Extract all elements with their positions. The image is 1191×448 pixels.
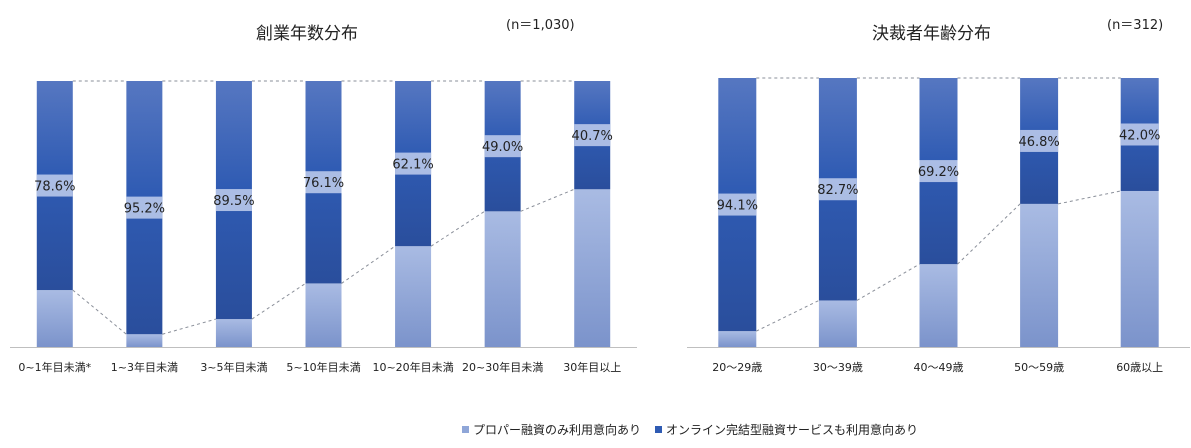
years-category-label-3: 5~10年目未満 — [286, 360, 360, 374]
years-data-label-0: 78.6% — [34, 180, 75, 195]
years-bar-proper-4 — [395, 246, 432, 347]
age-data-label-0: 94.1% — [717, 199, 758, 214]
decision-maker-age-chart: 94.1% 20～29歳 82.7% 30～39歳 69.2% 40～49歳 46.8% 50… — [687, 77, 1190, 374]
years-bar-proper-2 — [215, 319, 252, 347]
legend-item-proper: プロパー融資のみ利用意向あり — [462, 421, 641, 438]
years-category-label-4: 10~20年目未満 — [372, 360, 453, 374]
years-data-label-band-0 — [36, 174, 73, 197]
legend: プロパー融資のみ利用意向あり オンライン完結型融資サービスも利用意向あり — [462, 421, 918, 438]
years-split-connector-1 — [162, 318, 217, 335]
years-data-label-band-1 — [126, 196, 163, 219]
years-data-label-4: 62.1% — [392, 158, 433, 173]
years-category-label-6: 30年目以上 — [563, 360, 621, 374]
years-bar-proper-5 — [484, 211, 521, 347]
legend-label-proper: プロパー融資のみ利用意向あり — [473, 423, 642, 437]
legend-swatch-online — [655, 426, 663, 433]
years-data-label-1: 95.2% — [124, 202, 165, 217]
years-data-label-band-3 — [305, 171, 342, 194]
age-data-label-1: 82.7% — [817, 183, 858, 198]
age-category-label-2: 40～49歳 — [914, 361, 964, 374]
legend-item-online: オンライン完結型融資サービスも利用意向あり — [655, 421, 918, 438]
right-chart-n-count: (n＝312) — [1107, 18, 1164, 33]
right-chart-title: 決裁者年齢分布 — [872, 24, 991, 44]
age-data-label-2: 69.2% — [918, 165, 959, 180]
years-category-label-5: 20~30年目未満 — [462, 360, 543, 374]
years-split-connector-0 — [72, 289, 127, 335]
years-data-label-band-5 — [484, 135, 521, 158]
years-bar-proper-3 — [305, 283, 342, 347]
years-data-label-band-4 — [395, 152, 432, 175]
years-category-label-2: 3~5年目未満 — [200, 360, 267, 374]
years-data-label-band-2 — [215, 189, 252, 212]
age-bar-proper-2 — [919, 264, 958, 347]
age-split-connector-2 — [957, 203, 1021, 265]
years-category-label-1: 1~3年目未満 — [111, 360, 178, 374]
age-data-label-3: 46.8% — [1018, 135, 1059, 150]
years-data-label-6: 40.7% — [572, 129, 613, 144]
years-bar-proper-1 — [126, 334, 163, 347]
age-bar-proper-1 — [818, 300, 857, 347]
age-data-label-band-1 — [818, 178, 857, 201]
left-chart-n-count: (n＝1,030) — [506, 18, 575, 33]
age-category-label-0: 20～29歳 — [712, 361, 762, 374]
age-data-label-band-3 — [1020, 129, 1059, 152]
years-data-label-5: 49.0% — [482, 140, 523, 155]
years-data-label-2: 89.5% — [213, 194, 254, 209]
founding-years-chart: 78.6% 0~1年目未満* 95.2% 1~3年目未満 89.5% 3~5年目未満 76.… — [10, 80, 637, 374]
years-split-connector-4 — [430, 210, 485, 247]
age-category-label-4: 60歳以上 — [1116, 361, 1163, 374]
age-split-connector-3 — [1057, 190, 1121, 205]
years-split-connector-2 — [251, 283, 306, 320]
age-category-label-1: 30～39歳 — [813, 361, 863, 374]
age-category-label-3: 50～59歳 — [1014, 361, 1064, 374]
age-data-label-4: 42.0% — [1119, 128, 1160, 143]
years-split-connector-5 — [520, 188, 575, 212]
age-bar-proper-4 — [1120, 190, 1159, 347]
years-bar-proper-6 — [574, 189, 611, 347]
legend-swatch-proper — [462, 426, 469, 433]
age-bar-proper-0 — [718, 331, 757, 347]
years-category-label-0: 0~1年目未満* — [18, 360, 91, 374]
age-split-connector-1 — [856, 263, 920, 301]
age-data-label-band-4 — [1120, 123, 1159, 146]
years-data-label-3: 76.1% — [303, 176, 344, 191]
left-chart-title: 創業年数分布 — [256, 24, 358, 44]
years-data-label-band-6 — [574, 124, 611, 147]
years-split-connector-3 — [341, 245, 396, 284]
legend-label-online: オンライン完結型融資サービスも利用意向あり — [666, 423, 919, 437]
age-bar-proper-3 — [1020, 203, 1059, 347]
age-split-connector-0 — [756, 300, 820, 332]
age-data-label-band-2 — [919, 160, 958, 183]
age-data-label-band-0 — [718, 193, 757, 216]
years-bar-proper-0 — [36, 290, 73, 347]
